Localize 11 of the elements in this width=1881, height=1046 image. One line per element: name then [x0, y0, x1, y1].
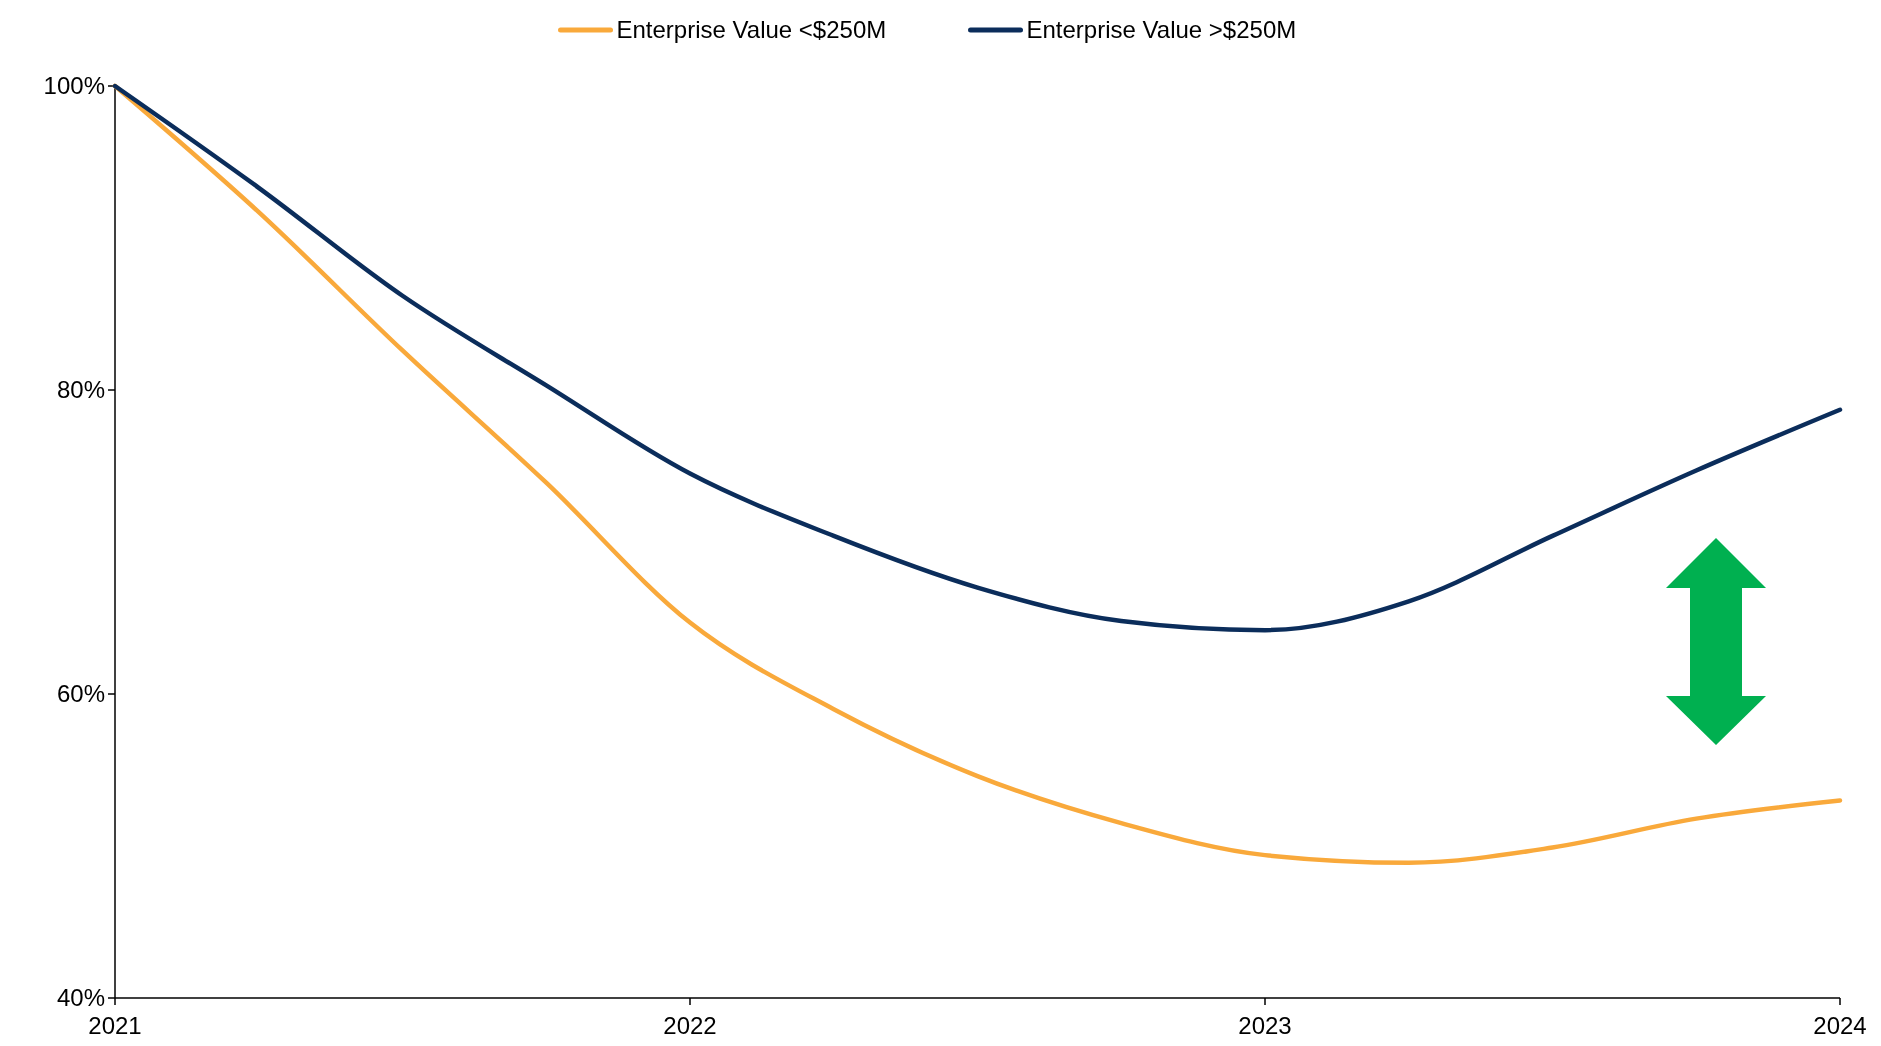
x-tick-label: 2024	[1813, 1012, 1867, 1039]
x-tick-label: 2023	[1238, 1012, 1292, 1039]
line-series	[112, 83, 1843, 633]
legend-label: Enterprise Value <$250M	[616, 16, 887, 44]
y-tick-label: 60%	[56, 680, 105, 708]
x-tick-label: 2022	[663, 1012, 717, 1039]
y-tick-label: 100%	[43, 72, 105, 100]
y-tick-label: 80%	[56, 376, 105, 404]
legend-label: Enterprise Value >$250M	[1026, 16, 1297, 44]
y-tick-label: 40%	[56, 984, 105, 1012]
x-tick-label: 2021	[88, 1012, 142, 1039]
